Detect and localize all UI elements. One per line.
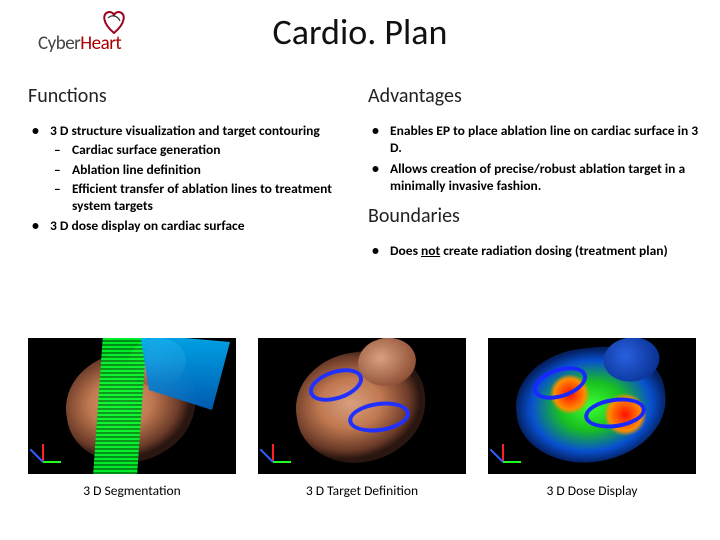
captions-row: 3 D Segmentation 3 D Target Definition 3… <box>28 482 696 499</box>
text-part: create radiation dosing (treatment plan) <box>440 242 668 259</box>
list-item: 3 D dose display on cardiac surface <box>28 217 346 234</box>
image-segmentation <box>28 338 236 474</box>
image-target-definition <box>258 338 466 474</box>
page-title: Cardio. Plan <box>0 10 720 54</box>
functions-list: 3 D structure visualization and target c… <box>28 122 346 235</box>
text-underline: not <box>421 242 440 259</box>
boundaries-block: Boundaries Does not create radiation dos… <box>368 204 700 259</box>
axis-icon <box>34 438 64 468</box>
caption: 3 D Target Definition <box>258 482 466 499</box>
advantages-block: Advantages Enables EP to place ablation … <box>368 84 700 194</box>
advantages-list: Enables EP to place ablation line on car… <box>368 122 700 194</box>
functions-header: Functions <box>28 84 346 108</box>
axis-icon <box>264 438 294 468</box>
text-part: Does <box>390 242 421 259</box>
list-item: Efficient transfer of ablation lines to … <box>50 180 346 215</box>
list-item: Enables EP to place ablation line on car… <box>368 122 700 157</box>
right-column: Advantages Enables EP to place ablation … <box>368 84 700 269</box>
sub-list: Cardiac surface generation Ablation line… <box>50 141 346 214</box>
item-text: 3 D structure visualization and target c… <box>50 122 320 139</box>
image-dose-display <box>488 338 696 474</box>
list-item: 3 D structure visualization and target c… <box>28 122 346 214</box>
list-item: Ablation line definition <box>50 161 346 178</box>
boundaries-list: Does not create radiation dosing (treatm… <box>368 242 700 259</box>
caption: 3 D Dose Display <box>488 482 696 499</box>
axis-icon <box>494 438 524 468</box>
list-item: Does not create radiation dosing (treatm… <box>368 242 700 259</box>
list-item: Allows creation of precise/robust ablati… <box>368 160 700 195</box>
list-item: Cardiac surface generation <box>50 141 346 158</box>
boundaries-header: Boundaries <box>368 204 700 228</box>
advantages-header: Advantages <box>368 84 700 108</box>
caption: 3 D Segmentation <box>28 482 236 499</box>
images-row <box>28 338 696 474</box>
functions-column: Functions 3 D structure visualization an… <box>28 84 346 238</box>
